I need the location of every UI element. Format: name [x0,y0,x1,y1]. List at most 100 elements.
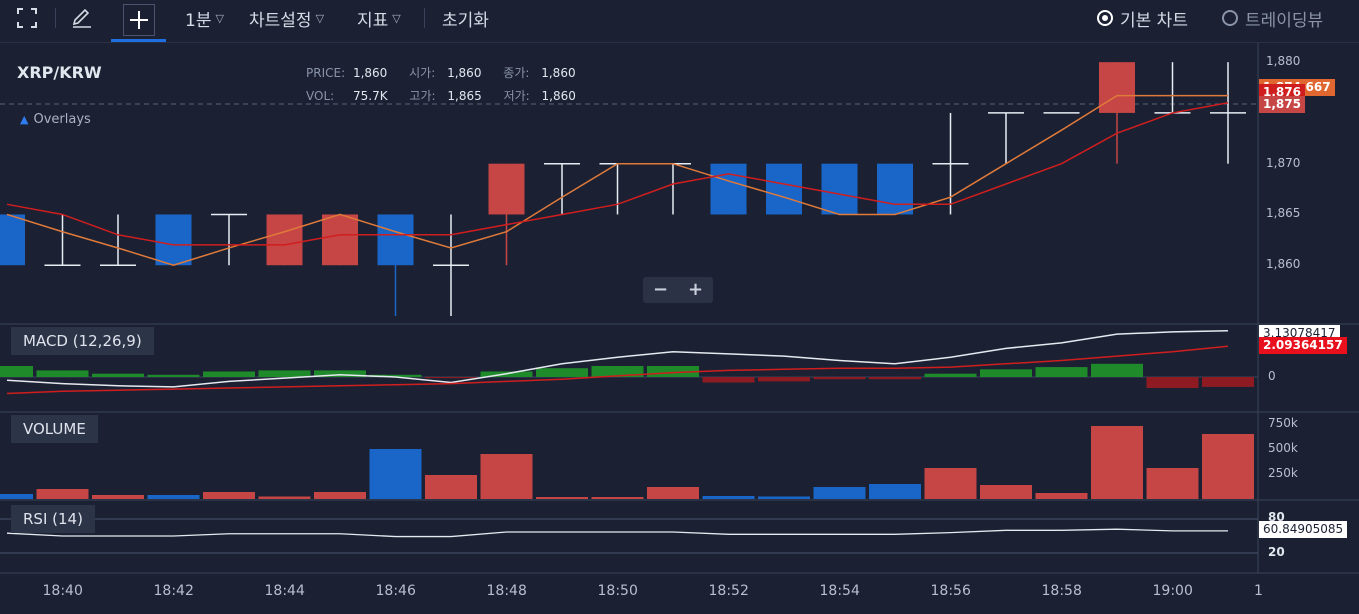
time-axis-label: 18:54 [819,583,860,599]
zoom-in-button[interactable]: + [687,279,704,300]
macd-histogram-bar [258,370,311,377]
rsi-pane-label[interactable]: RSI (14) [11,505,95,533]
macd-histogram-bar [813,377,866,380]
rsi-line [6,528,1228,538]
volume-bar [92,495,144,499]
reset-button[interactable]: 초기화 [442,0,489,36]
volume-bar [1035,493,1088,499]
low-key: 저가: [503,89,530,103]
toolbar-divider [55,8,56,28]
toolbar: 1분 ▽ 차트설정 ▽ 지표 ▽ 초기화 기본 차트 트레이딩뷰 [0,0,1359,43]
macd-histogram-bar [758,377,810,382]
volume-bar [480,454,533,499]
macd-histogram-bar [425,377,477,379]
volume-bar [314,492,366,499]
macd-histogram-bar [36,370,89,377]
high-key: 고가: [409,89,436,103]
pencil-icon[interactable] [70,0,94,36]
rsi-pane [6,528,1228,538]
rsi-value-tag: 60.84905085 [1259,521,1348,538]
volume-bar [647,487,699,499]
candle-body [377,214,414,266]
time-axis-label: 18:50 [597,583,638,599]
price-axis-label: 1,865 [1266,206,1301,221]
time-axis-label: 18:46 [375,583,416,599]
trading-chart[interactable] [0,43,1359,614]
volume-pane [0,426,1254,499]
macd-histogram-bar [869,377,921,380]
volume-bar [147,495,200,499]
rsi-axis-label: 80 [1268,510,1285,524]
overlays-toggle[interactable]: ▲ Overlays [20,112,91,127]
fullscreen-icon[interactable] [16,0,38,36]
reset-label: 초기화 [442,10,489,31]
volume-bar [591,497,644,499]
volume-bar [369,449,422,499]
chevron-down-icon: ▽ [392,11,401,25]
macd-histogram-bar [924,373,977,377]
macd-signal-line [6,345,1229,395]
radio-checked-icon [1097,10,1113,26]
ma-red-line [6,102,1229,246]
macd-histogram-bar [647,366,699,377]
price-axis-label: 1,880 [1266,54,1301,69]
last-price-tag: 1,875 [1259,96,1305,113]
candle-body [821,163,858,215]
candle-body [877,163,913,215]
volume-bar [758,496,810,499]
macd-line [6,330,1229,388]
price-value: 1,860 [352,66,388,80]
volume-axis-label: 750k [1268,416,1298,430]
high-value: 1,865 [447,89,482,103]
rsi-axis-label: 20 [1268,545,1285,559]
macd-histogram-bar [1091,363,1143,377]
volume-bar [536,497,588,499]
ma-orange-line [6,94,1228,267]
macd-signal-tag: 2.09364157 [1259,337,1347,354]
ohlc-row-2: VOL: 75.7K 고가: 1,865 저가: 1,860 [306,87,576,104]
basic-chart-radio[interactable]: 기본 차트 [1097,0,1188,36]
price-key: PRICE: [306,66,346,80]
radio-unchecked-icon [1222,10,1238,26]
time-axis-label: 18:56 [930,583,971,599]
crosshair-tool-button[interactable] [111,0,166,42]
macd-pane [0,330,1254,395]
volume-bar [0,494,33,499]
price-axis-label: 1,860 [1266,257,1301,272]
indicators-dropdown[interactable]: 지표 ▽ [357,0,401,36]
macd-pane-label[interactable]: MACD (12,26,9) [11,327,154,355]
volume-bar [1202,434,1254,499]
volume-pane-label[interactable]: VOLUME [11,415,98,443]
toolbar-divider [424,8,425,28]
macd-histogram-bar [1146,377,1199,388]
macd-axis-label: 0 [1268,369,1276,383]
volume-bar [813,487,866,499]
chart-settings-dropdown[interactable]: 차트설정 ▽ [249,0,324,36]
macd-histogram-bar [591,366,644,377]
macd-histogram-bar [1202,377,1254,387]
candle-body [710,163,747,215]
chevron-down-icon: ▽ [315,11,325,25]
volume-bar [869,484,921,499]
zoom-out-button[interactable]: − [652,279,669,300]
close-value: 1,860 [541,66,576,80]
chevron-down-icon: ▽ [215,11,224,25]
candle-body [155,214,192,266]
volume-bar [1146,468,1199,499]
volume-bar [1091,426,1143,499]
interval-dropdown[interactable]: 1분 ▽ [185,0,224,36]
open-value: 1,860 [447,66,482,80]
macd-histogram-bar [92,373,144,377]
symbol-title: XRP/KRW [17,63,102,82]
tradingview-radio[interactable]: 트레이딩뷰 [1222,0,1323,36]
time-axis-label: 1 [1254,583,1263,599]
volume-bar [425,475,477,499]
interval-label: 1분 [185,10,212,31]
indicators-label: 지표 [357,10,389,31]
time-axis-label: 18:52 [708,583,749,599]
macd-histogram-bar [1035,367,1088,377]
tradingview-label: 트레이딩뷰 [1245,10,1324,31]
triangle-up-icon: ▲ [20,113,29,126]
time-axis-label: 18:44 [264,583,305,599]
price-pane[interactable] [0,62,1246,316]
